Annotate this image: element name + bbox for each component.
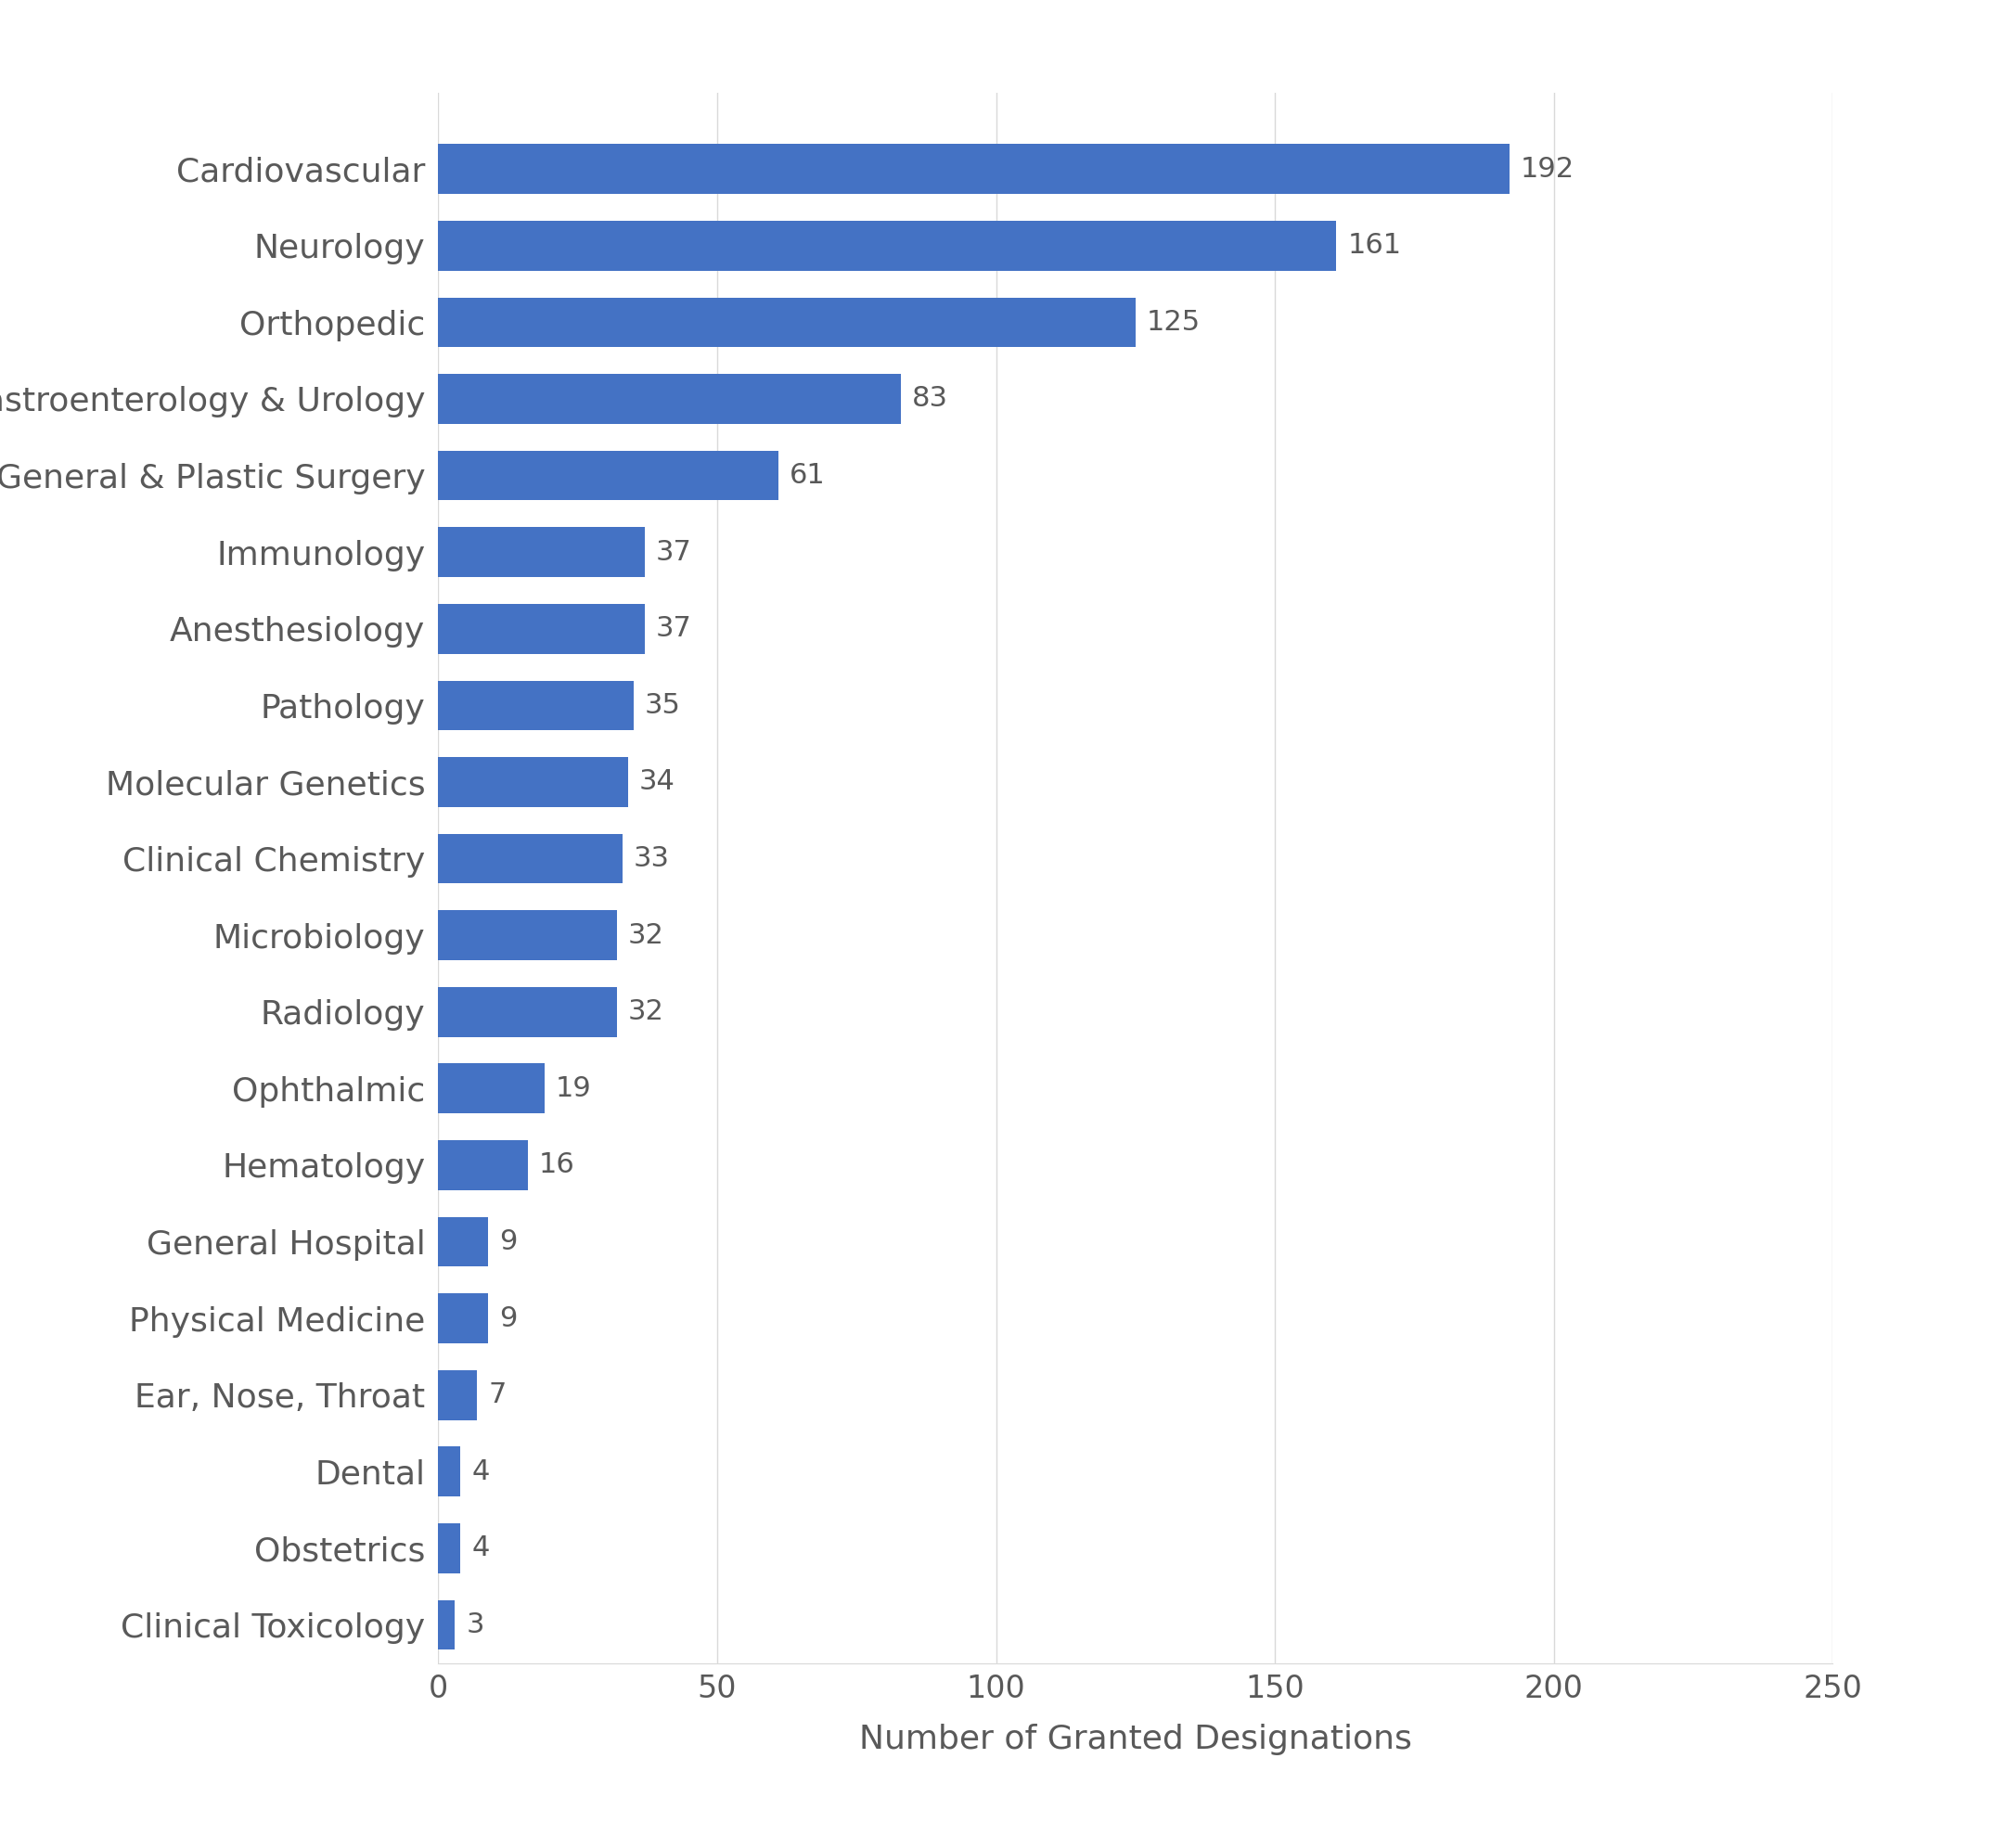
Text: 37: 37 <box>655 615 691 643</box>
Bar <box>438 451 779 501</box>
Bar <box>438 1216 488 1266</box>
Bar <box>438 833 622 883</box>
Text: 125: 125 <box>1147 309 1201 336</box>
Text: 83: 83 <box>912 386 948 412</box>
Bar <box>438 680 633 730</box>
X-axis label: Number of Granted Designations: Number of Granted Designations <box>859 1724 1412 1756</box>
Bar <box>438 220 1337 270</box>
Text: 35: 35 <box>645 691 681 719</box>
Bar <box>438 911 618 961</box>
Bar <box>438 527 645 577</box>
Bar <box>438 1369 478 1419</box>
Text: 32: 32 <box>627 998 663 1026</box>
Bar <box>438 758 627 808</box>
Text: 32: 32 <box>627 922 663 948</box>
Text: 161: 161 <box>1347 233 1400 259</box>
Bar <box>438 1294 488 1343</box>
Bar <box>438 144 1510 194</box>
Text: 16: 16 <box>538 1151 574 1179</box>
Text: 192: 192 <box>1520 155 1574 183</box>
Text: 4: 4 <box>472 1536 490 1562</box>
Bar <box>438 1447 460 1497</box>
Bar <box>438 604 645 654</box>
Text: 9: 9 <box>500 1305 518 1332</box>
Text: 3: 3 <box>466 1611 484 1639</box>
Bar <box>438 298 1135 347</box>
Bar <box>438 987 618 1037</box>
Bar <box>438 373 900 423</box>
Text: 61: 61 <box>789 462 825 490</box>
Bar <box>438 1140 528 1190</box>
Text: 37: 37 <box>655 540 691 565</box>
Bar <box>438 1523 460 1573</box>
Bar <box>438 1064 544 1112</box>
Text: 7: 7 <box>488 1382 506 1408</box>
Text: 33: 33 <box>633 845 669 872</box>
Text: 4: 4 <box>472 1458 490 1486</box>
Text: 9: 9 <box>500 1229 518 1255</box>
Text: 34: 34 <box>639 769 675 795</box>
Text: 19: 19 <box>556 1076 592 1101</box>
Bar <box>438 1600 454 1650</box>
